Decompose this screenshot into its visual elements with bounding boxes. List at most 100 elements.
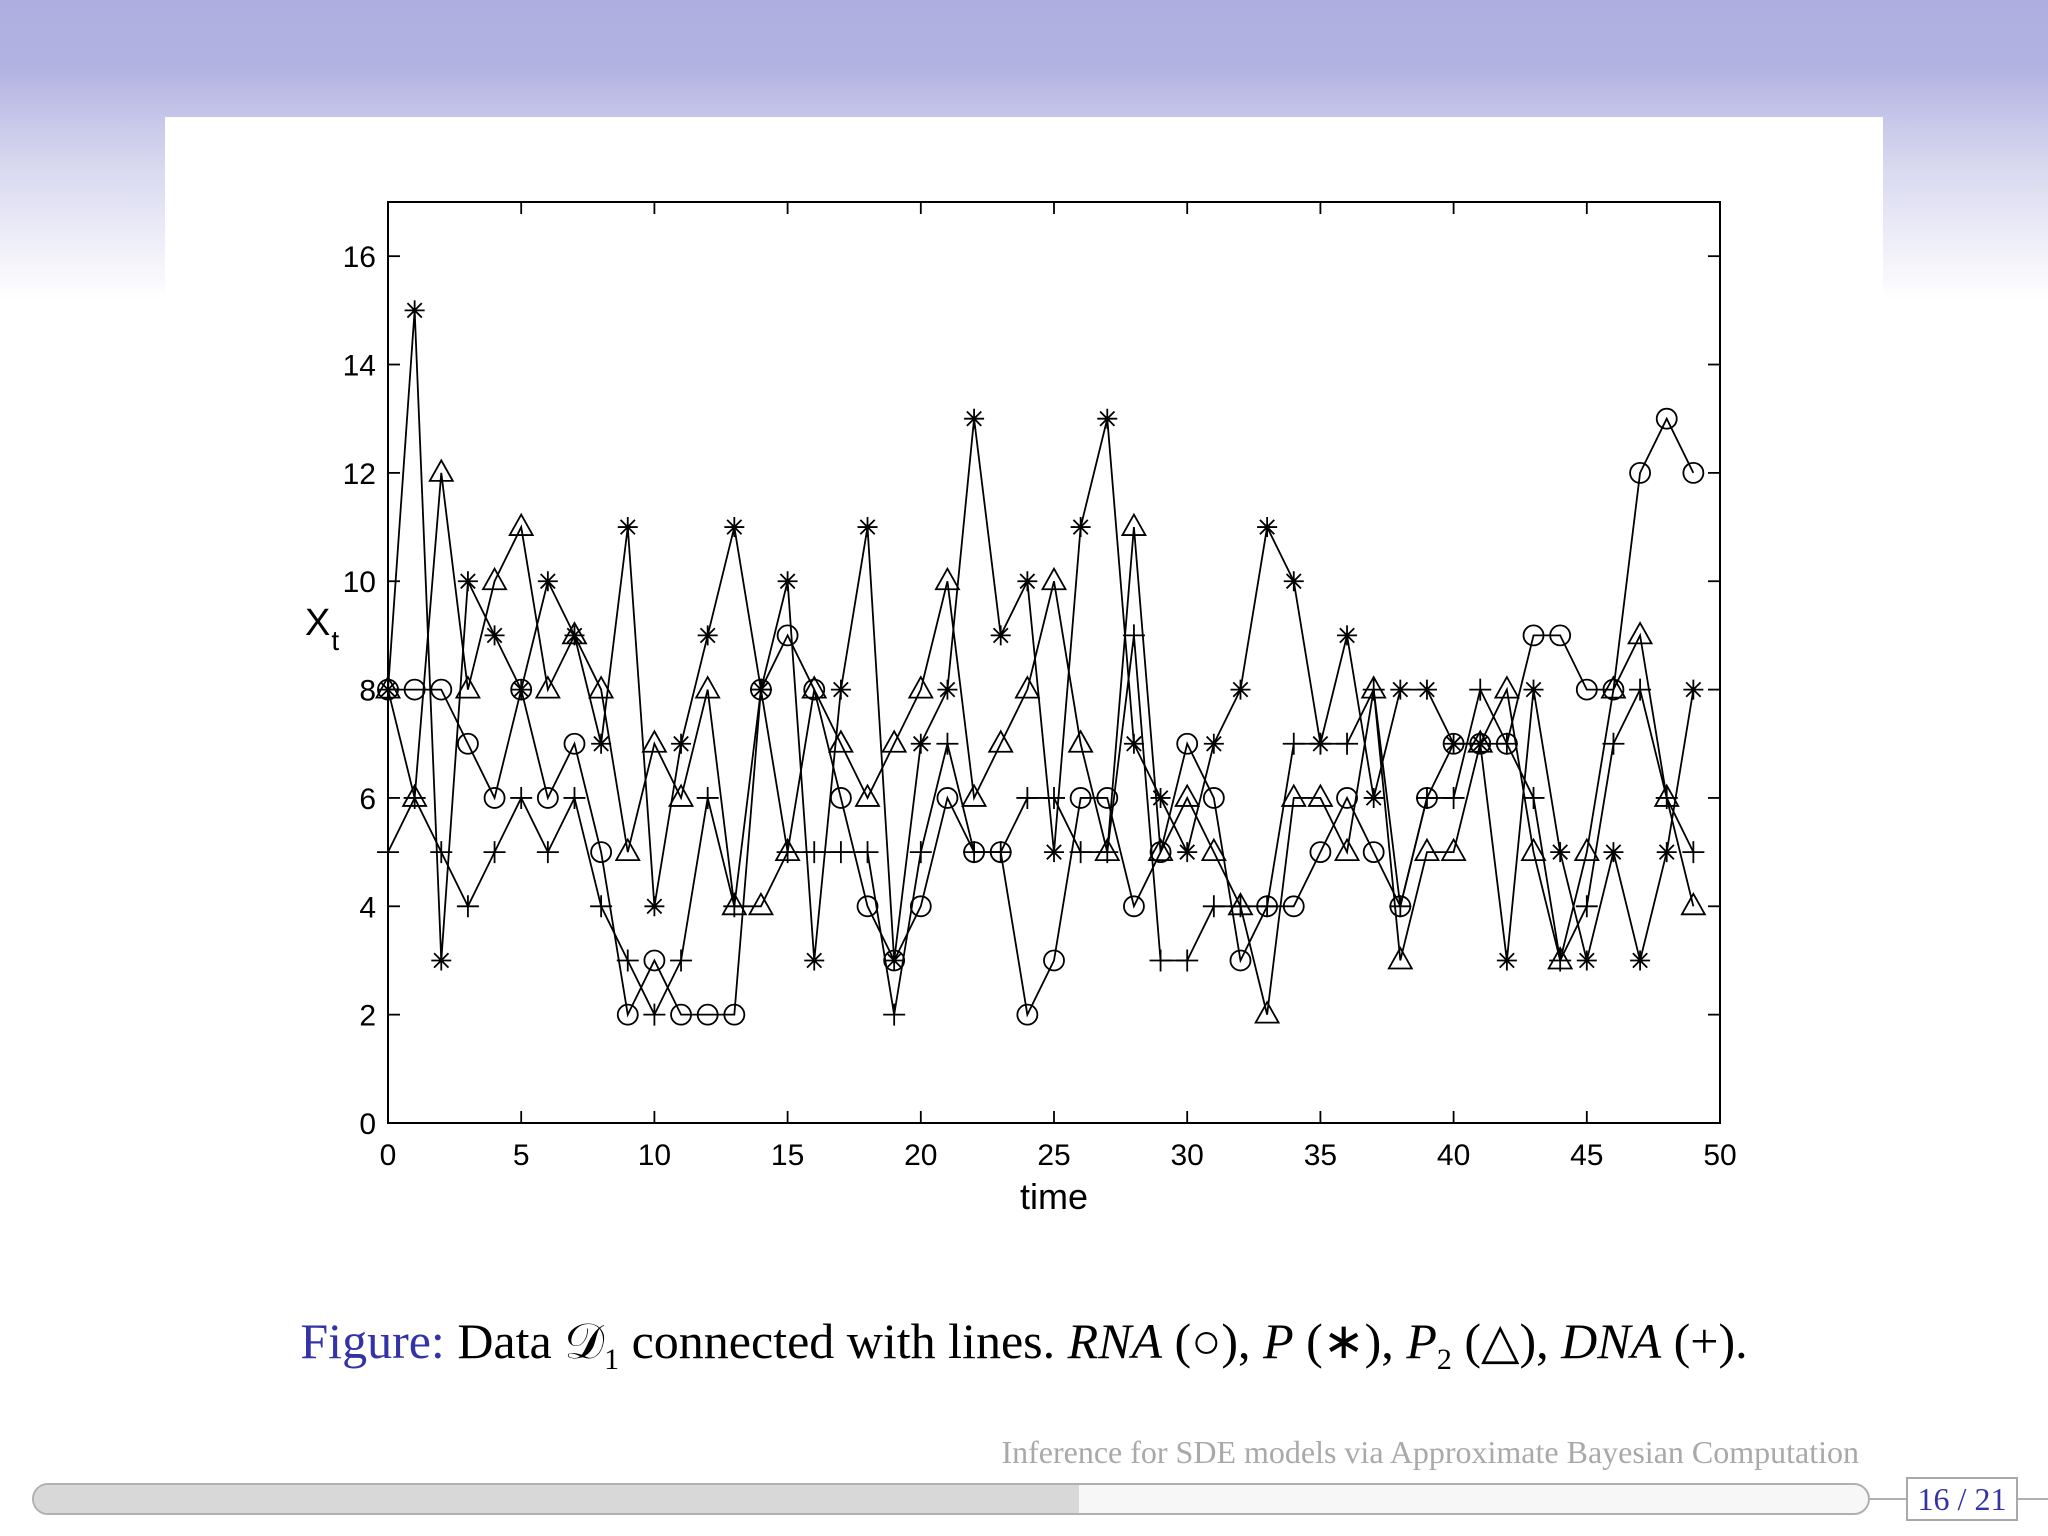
data-point-triangle bbox=[1334, 837, 1361, 862]
x-tick-label: 35 bbox=[1304, 1139, 1337, 1172]
series-line-plus bbox=[387, 635, 1695, 1017]
data-point-asterisk bbox=[1603, 842, 1624, 863]
data-point-asterisk bbox=[1337, 625, 1358, 646]
data-point-triangle bbox=[1573, 837, 1600, 862]
data-point-circle bbox=[616, 1003, 639, 1026]
data-point-asterisk bbox=[1443, 733, 1464, 754]
data-point-triangle bbox=[1413, 837, 1440, 862]
data-point-asterisk bbox=[1550, 842, 1571, 863]
data-point-triangle bbox=[454, 675, 481, 699]
data-point-asterisk bbox=[1390, 679, 1411, 700]
data-point-triangle bbox=[534, 675, 561, 699]
data-point-plus bbox=[1256, 895, 1279, 918]
x-tick-label: 45 bbox=[1570, 1139, 1603, 1172]
y-tick-label: 6 bbox=[359, 783, 376, 816]
data-point-plus bbox=[936, 732, 959, 755]
data-point-triangle bbox=[881, 729, 908, 753]
y-tick-label: 10 bbox=[343, 566, 376, 599]
data-point-asterisk bbox=[484, 625, 505, 646]
data-point-circle bbox=[430, 678, 453, 701]
caption-p: P bbox=[1263, 1313, 1294, 1369]
data-point-triangle bbox=[1280, 783, 1307, 807]
data-point-asterisk bbox=[1683, 679, 1704, 700]
data-point-circle bbox=[403, 678, 426, 701]
page-counter[interactable]: 16 / 21 bbox=[1906, 1477, 2018, 1521]
data-point-circle bbox=[803, 678, 826, 701]
time-series-chart: 0 5 10 15 20 25 30 35 40 45 50 0 2 4 6 8 10 12 14 16 time X… bbox=[305, 201, 1737, 1217]
data-point-asterisk bbox=[857, 517, 878, 538]
data-point-circle bbox=[1575, 678, 1598, 701]
data-point-asterisk bbox=[697, 625, 718, 646]
caption-dna-marker: (+). bbox=[1673, 1313, 1748, 1369]
data-point-triangle bbox=[1467, 729, 1494, 753]
data-point-asterisk bbox=[1177, 842, 1198, 863]
data-point-triangle bbox=[934, 566, 961, 591]
data-point-plus bbox=[856, 841, 879, 864]
data-point-triangle bbox=[561, 621, 588, 645]
data-point-plus bbox=[1469, 678, 1492, 701]
data-point-triangle bbox=[987, 729, 1014, 753]
data-point-plus bbox=[1016, 786, 1039, 809]
data-point-plus bbox=[1122, 624, 1145, 647]
data-point-plus bbox=[1549, 949, 1572, 972]
data-point-circle bbox=[1602, 678, 1625, 701]
data-point-asterisk bbox=[1150, 787, 1171, 808]
data-point-triangle bbox=[588, 675, 615, 699]
data-point-circle bbox=[1229, 949, 1252, 972]
data-point-asterisk bbox=[724, 517, 745, 538]
data-point-triangle bbox=[428, 458, 455, 482]
data-point-circle bbox=[1282, 895, 1305, 918]
data-point-triangle bbox=[481, 566, 508, 591]
data-point-asterisk bbox=[671, 733, 692, 754]
data-point-plus bbox=[1415, 786, 1438, 809]
data-point-plus bbox=[590, 895, 613, 918]
data-point-circle bbox=[1522, 624, 1545, 647]
caption-p2-marker: (△), bbox=[1464, 1313, 1549, 1369]
data-point-plus bbox=[1149, 949, 1172, 972]
data-point-circle bbox=[563, 732, 586, 755]
data-point-plus bbox=[1575, 895, 1598, 918]
data-point-asterisk bbox=[830, 679, 851, 700]
data-point-circle bbox=[1309, 841, 1332, 864]
data-point-circle bbox=[1629, 461, 1651, 484]
data-point-circle bbox=[1362, 841, 1385, 864]
caption-rna-marker: (○), bbox=[1174, 1313, 1251, 1369]
data-point-asterisk bbox=[1070, 517, 1091, 538]
slide-progress-bar[interactable] bbox=[32, 1483, 1870, 1515]
x-tick-label: 50 bbox=[1703, 1139, 1736, 1172]
data-point-triangle bbox=[961, 783, 988, 807]
figure-label: Figure: bbox=[300, 1313, 445, 1369]
data-point-triangle bbox=[747, 891, 774, 916]
data-point-plus bbox=[616, 949, 639, 972]
data-point-plus bbox=[723, 895, 746, 918]
x-tick-label: 40 bbox=[1437, 1139, 1470, 1172]
data-point-plus bbox=[1522, 786, 1545, 809]
series-plus bbox=[377, 624, 1705, 1026]
data-point-plus bbox=[1682, 841, 1705, 864]
data-point-plus bbox=[909, 841, 932, 864]
dataset-symbol: 𝒟1 bbox=[564, 1312, 620, 1376]
data-point-plus bbox=[1495, 732, 1518, 755]
data-point-plus bbox=[430, 841, 453, 864]
y-tick-label: 2 bbox=[359, 1000, 376, 1033]
data-point-plus bbox=[1655, 786, 1678, 809]
data-point-triangle bbox=[641, 729, 668, 753]
caption-p-marker: (∗), bbox=[1306, 1313, 1394, 1369]
data-point-asterisk bbox=[937, 679, 958, 700]
x-tick-label: 5 bbox=[513, 1139, 530, 1172]
data-point-asterisk bbox=[1576, 950, 1597, 971]
data-point-circle bbox=[1069, 787, 1092, 809]
data-point-plus bbox=[803, 841, 826, 864]
data-point-asterisk bbox=[511, 679, 532, 700]
data-point-triangle bbox=[668, 783, 695, 807]
data-point-asterisk bbox=[457, 571, 478, 592]
data-point-circle bbox=[1176, 732, 1199, 755]
data-point-plus bbox=[989, 841, 1012, 864]
data-point-triangle bbox=[1440, 837, 1467, 862]
x-axis-label: time bbox=[1020, 1176, 1088, 1217]
data-point-asterisk bbox=[1230, 679, 1251, 700]
data-point-asterisk bbox=[431, 950, 452, 971]
data-point-triangle bbox=[1307, 783, 1334, 807]
data-point-asterisk bbox=[404, 300, 425, 321]
data-point-plus bbox=[1362, 678, 1385, 701]
